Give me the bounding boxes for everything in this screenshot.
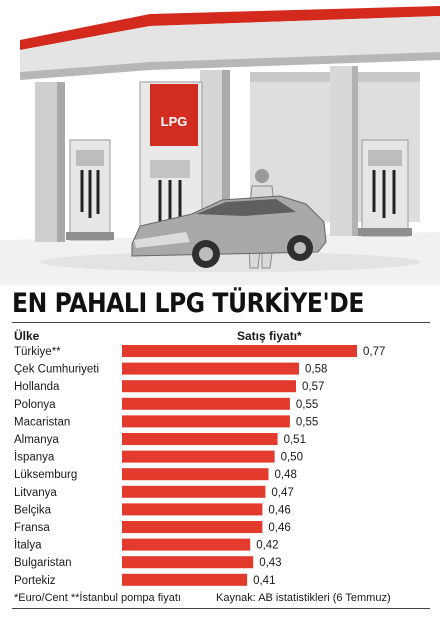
category-label: Çek Cumhuriyeti xyxy=(14,364,99,376)
value-label: 0,55 xyxy=(296,416,318,428)
bar xyxy=(122,503,263,516)
bar xyxy=(122,538,251,551)
value-label: 0,41 xyxy=(253,575,275,587)
canopy xyxy=(20,6,440,80)
value-label: 0,57 xyxy=(302,381,324,393)
category-label: Portekiz xyxy=(14,575,56,587)
category-label: Almanya xyxy=(14,434,59,446)
bar xyxy=(122,415,290,428)
value-label: 0,58 xyxy=(305,364,327,376)
chart-title: EN PAHALI LPG TÜRKİYE'DE xyxy=(12,288,364,319)
bar xyxy=(122,573,248,586)
fuel-pump-right xyxy=(358,139,412,237)
value-label: 0,51 xyxy=(284,434,306,446)
value-label: 0,48 xyxy=(275,469,297,481)
category-label: İspanya xyxy=(14,451,55,464)
category-label: Bulgaristan xyxy=(14,557,72,569)
category-label: Türkiye** xyxy=(14,346,61,358)
value-label: 0,46 xyxy=(268,522,290,534)
lpg-sign xyxy=(150,84,198,146)
category-label: Litvanya xyxy=(14,487,57,499)
category-label: Polonya xyxy=(14,399,56,411)
bar xyxy=(122,433,278,445)
bar xyxy=(122,521,263,533)
gas-station-illustration: LPG xyxy=(0,0,440,285)
value-label: 0,47 xyxy=(271,487,293,499)
country-column-header: Ülke xyxy=(14,329,40,343)
value-label: 0,43 xyxy=(259,557,281,569)
bar xyxy=(122,468,269,481)
source-note: Kaynak: AB istatistikleri (6 Temmuz) xyxy=(216,592,391,604)
price-column-header: Satış fiyatı* xyxy=(237,329,302,343)
bar xyxy=(122,345,357,357)
value-label: 0,55 xyxy=(296,399,318,411)
canopy-red-stripe xyxy=(20,6,440,50)
value-label: 0,46 xyxy=(268,504,290,516)
title-rule xyxy=(12,322,430,323)
category-label: Belçika xyxy=(14,504,52,516)
value-label: 0,77 xyxy=(363,346,385,358)
bottom-rule xyxy=(12,608,430,609)
category-label: Lüksemburg xyxy=(14,469,77,481)
price-bar-chart: Türkiye** 0,77 Çek Cumhuriyeti 0,58 Hollanda… xyxy=(14,345,385,587)
fuel-pump-left xyxy=(66,139,114,241)
category-label: Fransa xyxy=(14,522,50,534)
car xyxy=(131,195,327,268)
value-label: 0,50 xyxy=(281,452,303,464)
bar xyxy=(122,556,254,569)
category-label: Macaristan xyxy=(14,416,70,428)
value-label: 0,42 xyxy=(256,540,278,552)
bar xyxy=(122,450,275,463)
bar xyxy=(122,485,266,498)
bar xyxy=(122,362,299,375)
lpg-sign-text: LPG xyxy=(161,114,188,129)
bar xyxy=(122,397,290,410)
category-label: İtalya xyxy=(14,539,42,552)
category-label: Hollanda xyxy=(14,381,60,393)
bar xyxy=(122,380,296,393)
footnotes: *Euro/Cent **İstanbul pompa fiyatı xyxy=(14,592,181,604)
